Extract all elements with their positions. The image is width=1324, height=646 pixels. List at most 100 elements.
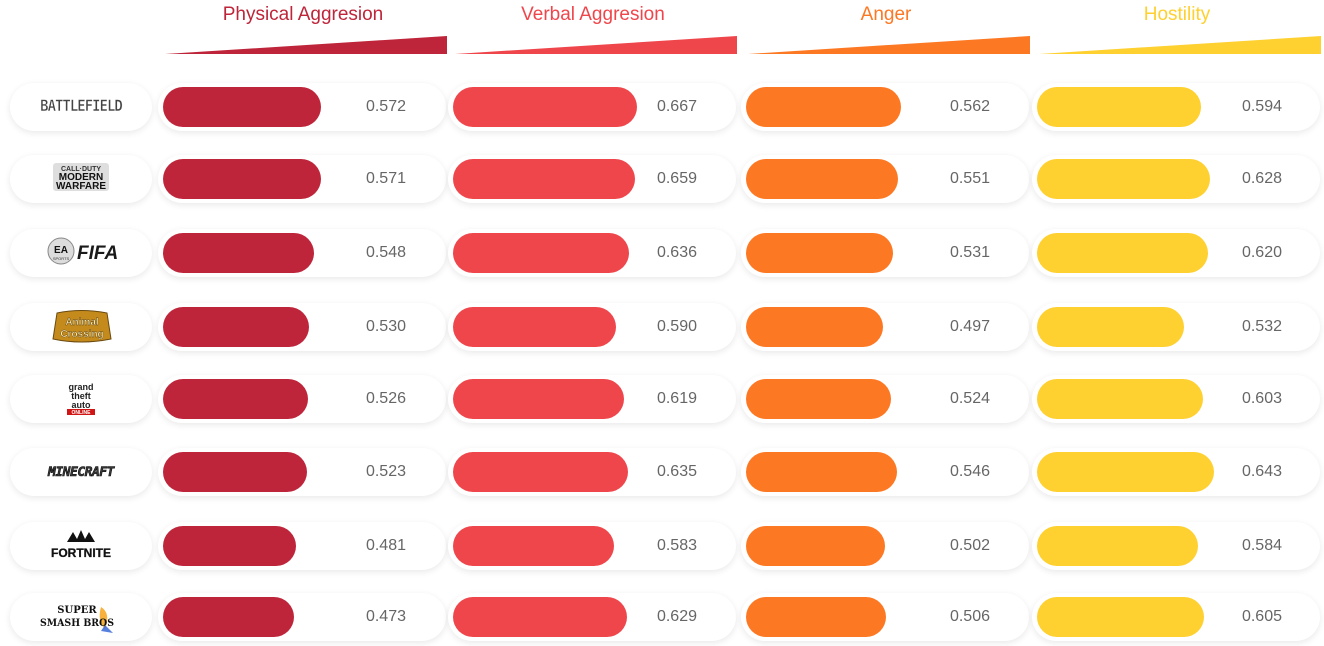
series-header-1: Verbal Aggresion [448,0,738,56]
data-label: 0.659 [656,170,697,187]
logo-card-fifa: EA SPORTS FIFA [10,229,152,277]
battlefield-logo-text: BATTLEFIELD [40,96,123,115]
data-label: 0.551 [949,170,990,187]
legend-wedge [748,36,1030,54]
gta-line2: theft [71,391,91,401]
bar-anger-fortnite [746,526,885,566]
bar-physical-aggresion-fortnite [163,526,296,566]
bar-anger-minecraft [746,452,897,492]
gta-line3: auto [72,400,92,410]
ac-leaf-shape [52,310,112,343]
data-label: 0.635 [656,463,697,480]
data-label: 0.531 [949,244,990,261]
bar-verbal-aggresion-battlefield [453,87,637,127]
legend-wedge [1039,36,1321,54]
gta-online-text: ONLINE [72,410,92,416]
wedge-shape [748,36,1030,54]
fortnite-crest [67,530,95,542]
data-label: 0.620 [1241,244,1282,261]
data-label: 0.497 [949,318,990,335]
gta-line1: grand [68,382,93,392]
data-label: 0.526 [365,390,406,407]
data-label: 0.506 [949,608,990,625]
data-label: 0.532 [1241,318,1282,335]
logo-card-animal-crossing: Animal Crossing [10,303,152,351]
bar-verbal-aggresion-fortnite [453,526,614,566]
bar-hostility-fifa [1037,233,1208,273]
data-label: 0.628 [1241,170,1282,187]
logo-card-call-of-duty: CALL·DUTY MODERN WARFARE [10,155,152,203]
fortnite-logo: FORTNITE [51,530,111,560]
legend-wedge [455,36,737,54]
bar-hostility-minecraft [1037,452,1214,492]
data-label: 0.524 [949,390,990,407]
ssb-line2: SMASH BROS [40,618,114,629]
fifa-text: FIFA [77,243,118,264]
wedge-shape [1039,36,1321,54]
battlefield-logo: BATTLEFIELD [40,96,124,116]
data-label: 0.594 [1241,98,1282,115]
ac-line1: Animal [65,317,99,328]
cod-line3: WARFARE [56,181,106,192]
bar-hostility-super-smash-bros [1037,597,1204,637]
data-label: 0.530 [365,318,406,335]
cod-line2: MODERN [59,172,103,183]
fortnite-text: FORTNITE [51,546,111,560]
data-label: 0.473 [365,608,406,625]
legend-label: Hostility [1143,4,1211,25]
ea-badge-sub: SPORTS [53,256,70,261]
bar-verbal-aggresion-minecraft [453,452,628,492]
data-label: 0.562 [949,98,990,115]
super-smash-bros-logo: SUPER SMASH BROS [40,605,114,633]
ea-badge-text: EA [54,245,68,256]
ea-badge [47,237,75,265]
bar-verbal-aggresion-fifa [453,233,629,273]
wedge-shape [455,36,737,54]
data-label: 0.590 [656,318,697,335]
logo-card-gta-online: grand theft auto ONLINE [10,375,152,423]
data-label: 0.572 [365,98,406,115]
logo-card-super-smash-bros: SUPER SMASH BROS [10,593,152,641]
data-label: 0.571 [365,170,406,187]
data-label: 0.481 [365,537,406,554]
bar-anger-super-smash-bros [746,597,886,637]
legend-label: Anger [860,4,912,25]
data-label: 0.548 [365,244,406,261]
bar-physical-aggresion-minecraft [163,452,307,492]
bar-hostility-fortnite [1037,526,1198,566]
data-label: 0.583 [656,537,697,554]
logo-card-minecraft: MINECRAFT [10,448,152,496]
bar-physical-aggresion-animal-crossing [163,307,309,347]
bar-verbal-aggresion-call-of-duty [453,159,635,199]
bar-physical-aggresion-gta-online [163,379,308,419]
data-label: 0.584 [1241,537,1282,554]
legend-label: Physical Aggresion [222,4,384,25]
cod-logo-shadow [53,163,109,191]
ssb-line1: SUPER [57,605,97,616]
cod-line1: CALL·DUTY [61,166,101,173]
ssb-flame [99,607,108,629]
legend-wedge [165,36,447,54]
data-label: 0.502 [949,537,990,554]
data-label: 0.605 [1241,608,1282,625]
bar-hostility-battlefield [1037,87,1201,127]
data-label: 0.523 [365,463,406,480]
ac-line2: Crossing [60,329,103,340]
bar-anger-gta-online [746,379,891,419]
data-label: 0.603 [1241,390,1282,407]
bar-anger-fifa [746,233,893,273]
minecraft-logo-text: MINECRAFT [47,465,116,480]
gta-online-bar [67,409,95,415]
bar-verbal-aggresion-gta-online [453,379,624,419]
data-label: 0.643 [1241,463,1282,480]
bar-hostility-call-of-duty [1037,159,1210,199]
data-label: 0.619 [656,390,697,407]
bar-verbal-aggresion-super-smash-bros [453,597,627,637]
series-header-2: Anger [741,0,1031,56]
